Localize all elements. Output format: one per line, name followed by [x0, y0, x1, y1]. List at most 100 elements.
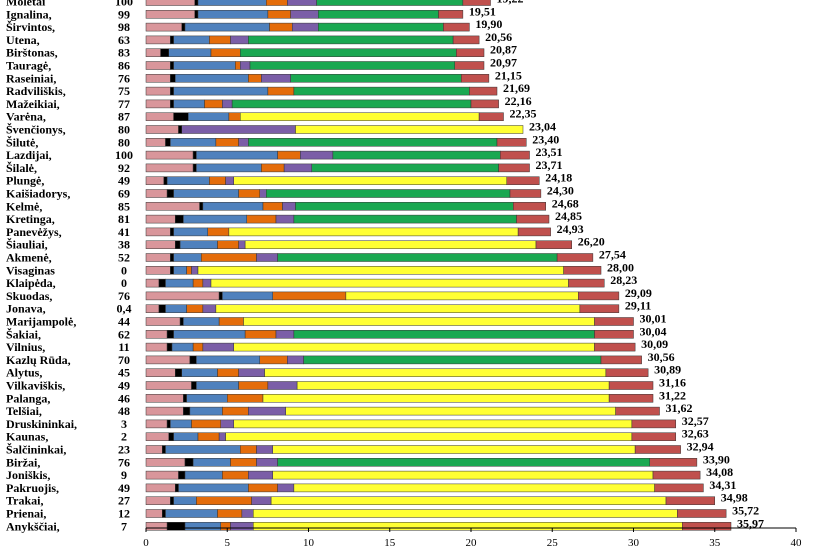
x-tick-label: 40	[791, 537, 803, 549]
category-label: Utena,	[6, 33, 40, 47]
category-label: Varėna,	[6, 110, 46, 124]
bar-segment	[631, 432, 677, 441]
total-labels-group: 19,2219,5119,9020,5620,8720,9721,1521,69…	[469, 0, 764, 530]
bar-segment	[145, 278, 160, 288]
bar-segment	[266, 189, 511, 198]
bar-segment	[158, 304, 166, 313]
bar-segment	[332, 150, 501, 160]
bar-segment	[175, 368, 182, 377]
count-label: 2	[121, 430, 127, 444]
bar-segment	[600, 355, 642, 365]
bar-segment	[259, 355, 288, 365]
bar-segment	[227, 394, 264, 403]
bar-segment	[456, 48, 485, 57]
bar-segment	[563, 266, 602, 275]
bar-segment	[267, 86, 295, 96]
count-label: 80	[118, 135, 130, 149]
bar-segment	[145, 112, 174, 121]
bar-segment	[145, 266, 171, 275]
bar-segment	[197, 266, 564, 275]
bar-segment	[192, 342, 204, 352]
bar-segment	[277, 253, 558, 262]
bar-segment	[145, 22, 182, 32]
bar-segment	[175, 483, 179, 493]
bar-segment	[196, 163, 262, 173]
bar-segment	[145, 163, 194, 173]
total-label: 31,16	[659, 376, 686, 390]
bar-segment	[162, 509, 166, 518]
count-label: 27	[118, 494, 130, 508]
bar-segment	[178, 125, 182, 134]
bar-segment	[178, 470, 186, 480]
bar-segment	[145, 445, 163, 454]
bar-segment	[579, 304, 620, 313]
bar-segment	[170, 138, 217, 147]
category-label: Lazdijai,	[6, 148, 52, 162]
count-label: 49	[118, 481, 130, 495]
bar-segment	[266, 0, 288, 6]
bar-segment	[165, 278, 194, 288]
bar-segment	[217, 368, 239, 377]
bar-segment	[204, 99, 223, 109]
total-label: 29,09	[625, 286, 652, 300]
bar-segment	[145, 176, 165, 185]
bar-segment	[145, 189, 168, 198]
bar-segment	[145, 138, 166, 147]
bar-segment	[517, 227, 551, 237]
bar-segment	[178, 483, 249, 493]
bar-segment	[293, 330, 595, 339]
bar-segment	[201, 253, 257, 262]
bar-segment	[145, 0, 195, 6]
bar-segment	[220, 522, 231, 531]
bar-segment	[244, 240, 537, 249]
bar-segment	[196, 150, 278, 160]
count-label: 12	[118, 507, 130, 521]
category-label: Tauragė,	[6, 59, 51, 73]
bar-segment	[228, 112, 241, 121]
bar-segment	[170, 266, 174, 275]
count-label: 0	[121, 263, 127, 277]
bar-segment	[145, 304, 160, 313]
category-label: Kaišiadorys,	[6, 187, 70, 201]
bar-segment	[181, 368, 218, 377]
bar-segment	[318, 22, 444, 32]
total-label: 19,90	[475, 17, 502, 31]
bar-segment	[267, 381, 298, 390]
bar-segment	[166, 342, 173, 352]
count-label: 77	[118, 97, 130, 111]
category-label: Anykščiai,	[6, 519, 60, 533]
bar-segment	[249, 61, 455, 70]
bar-segment	[452, 35, 480, 45]
bar-segment	[175, 214, 184, 224]
bar-segment	[173, 86, 269, 96]
bar-segment	[246, 214, 277, 224]
bar-segment	[248, 35, 454, 45]
total-label: 19,22	[497, 0, 524, 6]
bar-segment	[608, 381, 654, 390]
category-label: Kaunas,	[6, 430, 48, 444]
bar-segment	[145, 99, 171, 109]
bar-segment	[196, 381, 239, 390]
bar-segment	[145, 125, 179, 134]
bar-segment	[145, 202, 200, 211]
count-label: 83	[118, 46, 130, 60]
count-label: 0	[121, 276, 127, 290]
category-label: Šalčininkai,	[6, 443, 66, 457]
bar-segment	[197, 432, 220, 441]
bar-segment	[145, 458, 186, 467]
bar-segment	[173, 227, 209, 237]
bar-segment	[173, 496, 197, 505]
bar-segment	[269, 22, 293, 32]
bar-segment	[316, 0, 464, 6]
x-tick-label: 0	[143, 537, 149, 549]
bar-segment	[189, 406, 223, 416]
bar-segment	[165, 138, 171, 147]
total-label: 28,00	[607, 260, 634, 274]
bar-segment	[233, 176, 507, 185]
bar-segment	[175, 240, 181, 249]
bar-segment	[594, 317, 634, 326]
bar-segment	[145, 342, 168, 352]
bar-segment	[235, 61, 241, 70]
count-label: 11	[118, 340, 129, 354]
bar-segment	[145, 214, 176, 224]
